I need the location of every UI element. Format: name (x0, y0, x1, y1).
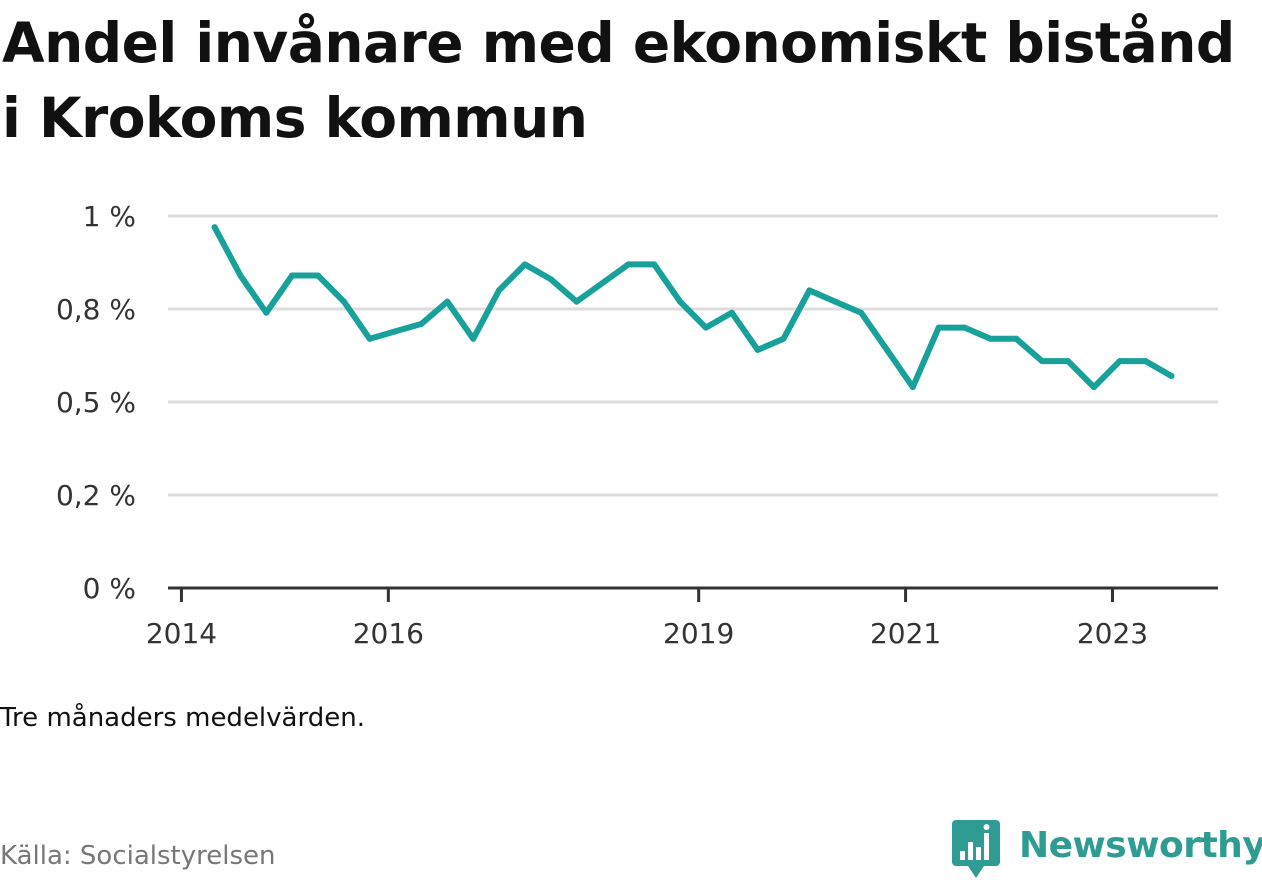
data-point (470, 335, 477, 342)
data-point (340, 298, 347, 305)
chart-title: Andel invånare med ekonomiskt bistånd i … (2, 11, 1235, 150)
data-point (677, 298, 684, 305)
data-point (806, 287, 813, 294)
data-point (961, 324, 968, 331)
data-point (625, 261, 632, 268)
data-point (547, 276, 554, 283)
data-point (599, 280, 606, 286)
data-point (909, 384, 916, 391)
data-point (987, 335, 994, 342)
data-point (521, 261, 528, 268)
data-point (1065, 358, 1071, 365)
data-point (263, 309, 270, 316)
data-point (237, 272, 244, 279)
x-tick-label: 2014 (146, 617, 217, 650)
source-credit: Källa: Socialstyrelsen (0, 841, 276, 871)
data-point (1116, 358, 1123, 365)
data-point (702, 324, 709, 331)
y-tick-label: 0,5 % (56, 386, 136, 419)
x-tick-label: 2021 (870, 617, 941, 650)
x-axis (168, 586, 1218, 602)
data-point (496, 287, 502, 294)
data-point (651, 261, 658, 268)
y-tick-label: 0 % (83, 572, 136, 605)
data-point (754, 346, 761, 353)
x-tick-label: 2016 (353, 617, 424, 650)
data-point (392, 328, 399, 335)
chart-note: Tre månaders medelvärden. (0, 703, 365, 733)
y-tick-label: 0,2 % (56, 479, 136, 512)
series (211, 224, 1175, 391)
y-tick-label: 1 % (83, 200, 136, 233)
gridlines (168, 214, 1218, 497)
data-point (1168, 373, 1175, 379)
series-line-0 (211, 224, 1175, 391)
brand-name: Newsworthy (1019, 824, 1262, 866)
data-point (418, 320, 425, 327)
x-tick-label: 2019 (663, 617, 734, 650)
data-point (1142, 358, 1149, 365)
data-point (935, 324, 942, 331)
x-tick-label: 2023 (1077, 617, 1148, 650)
data-point (211, 224, 218, 231)
data-point (728, 309, 735, 316)
data-point (884, 346, 890, 353)
data-point (366, 335, 373, 342)
data-point (832, 298, 839, 305)
data-point (573, 298, 580, 305)
x-tick-labels: 2014 2016 2019 2021 2023 (146, 617, 1148, 650)
line-chart: 0 %0,2 %0,5 %0,8 %1 % 2014 2016 2019 2021 20… (56, 200, 1218, 650)
y-tick-label: 0,8 % (56, 293, 136, 326)
data-point (289, 272, 296, 279)
data-point (1090, 384, 1097, 391)
newsworthy-logo-icon (952, 820, 1000, 878)
y-tick-labels: 0 % 0,2 % 0,5 % 0,8 % 1 % (56, 200, 136, 605)
data-point (1039, 358, 1046, 365)
data-point (780, 335, 787, 342)
data-point (1013, 335, 1020, 342)
data-point (444, 298, 451, 305)
data-point (315, 272, 321, 279)
brand-logo: Newsworthy (951, 818, 1262, 880)
data-point (858, 309, 865, 316)
